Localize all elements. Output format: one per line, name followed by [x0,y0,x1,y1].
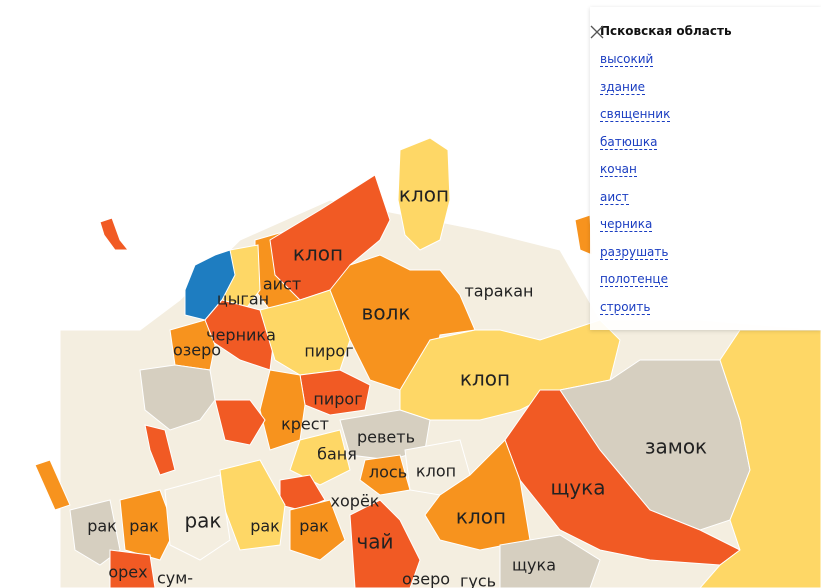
region [289,499,346,561]
word-link[interactable]: кочан [600,162,637,177]
map-label: гусь [460,572,496,588]
region [184,249,236,321]
word-link[interactable]: черника [600,217,653,232]
region [214,399,266,446]
region [139,364,216,431]
map-label: озеро [402,570,450,588]
map-label: рак [87,517,117,536]
map-label: цыган [217,290,269,309]
map-label: хорёк [331,492,380,511]
close-button[interactable] [590,25,604,39]
map-label: пирог [313,390,362,409]
map-label: озеро [173,341,221,360]
word-link[interactable]: высокий [600,52,654,67]
region [119,489,176,561]
map-label: клоп [416,462,456,481]
word-link[interactable]: батюшка [600,134,658,150]
region [349,499,421,588]
region [499,534,601,588]
word-link[interactable]: строить [600,299,651,315]
map-label: аист [263,275,301,294]
map-label: черника [206,326,276,345]
map-label: баня [317,445,357,464]
map-label: чай [356,530,393,554]
popup-title: Псковская область [600,24,732,38]
map-label: волк [362,301,411,325]
map-label: клоп [460,367,510,391]
map-label: пирог [304,342,353,361]
map-label: щука [512,556,556,575]
map-label: орех [108,563,147,582]
region-popup: Псковская область высокий здание священн… [590,7,821,330]
region [34,459,71,511]
region [397,137,451,251]
map-label: щука [550,476,605,500]
region [99,217,130,251]
map-label: таракан [464,282,533,301]
map-label: рак [184,509,221,533]
region [169,319,216,371]
map-label: клоп [456,505,506,529]
region [289,429,351,486]
word-link[interactable]: разрушать [600,244,669,260]
map-label: рак [250,517,280,536]
region [259,369,306,451]
map-label: сум- [157,569,193,588]
word-link[interactable]: священник [600,107,671,122]
map-label: клоп [293,242,343,266]
map-label: замок [645,435,707,459]
word-list: высокий здание священник батюшка кочан а… [600,52,671,327]
word-link[interactable]: аист [600,189,629,205]
map-label: рак [299,517,329,536]
region [259,289,351,376]
region [144,424,176,476]
word-link[interactable]: здание [600,79,646,95]
map-label: крест [281,415,329,434]
region [164,474,231,561]
map-label: лось [369,463,407,482]
word-link[interactable]: полотенце [600,272,668,287]
region [699,329,821,588]
region [399,319,621,421]
map-label: клоп [399,183,449,207]
region [109,549,156,588]
map-label: рак [129,517,159,536]
region [359,454,411,496]
map-label: реветь [357,428,415,447]
